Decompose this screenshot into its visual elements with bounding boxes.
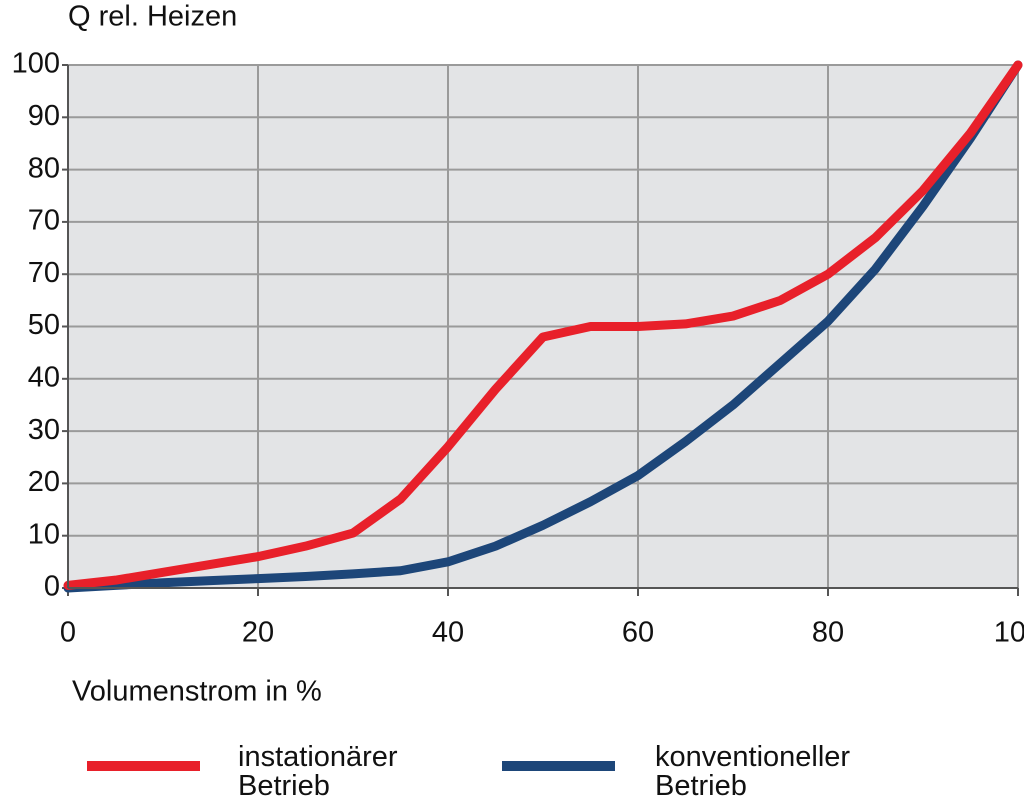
y-tick-label: 20 [28,466,60,498]
grid: 0 10 20 30 40 50 70 70 80 90 100 0 20 40 60 80 100 [12,48,1024,649]
x-tick-label: 60 [622,617,654,649]
y-tick-label: 70 [28,257,60,289]
y-tick-label: 70 [28,205,60,237]
x-tick-label: 100 [994,617,1024,649]
series-line [63,60,1023,593]
y-tick-label: 40 [28,361,60,393]
x-tick-label: 80 [812,617,844,649]
y-axis-label: Q rel. Heizen [68,1,237,33]
series-line [63,60,1023,590]
y-tick-label: 10 [28,518,60,550]
x-tick-label: 40 [432,617,464,649]
y-tick-label: 80 [28,152,60,184]
y-tick-label: 90 [28,100,60,132]
x-tick-label: 20 [242,617,274,649]
x-axis-label: Volumenstrom in % [72,676,322,708]
y-tick-label: 30 [28,414,60,446]
y-tick-label: 0 [44,571,60,603]
x-tick-label: 0 [60,617,76,649]
y-tick-label: 100 [12,48,60,80]
lines [63,60,1023,593]
y-tick-label: 50 [28,309,60,341]
legend-label: instationärer Betrieb [238,741,398,802]
legend-label: konventioneller Betrieb [655,741,851,802]
